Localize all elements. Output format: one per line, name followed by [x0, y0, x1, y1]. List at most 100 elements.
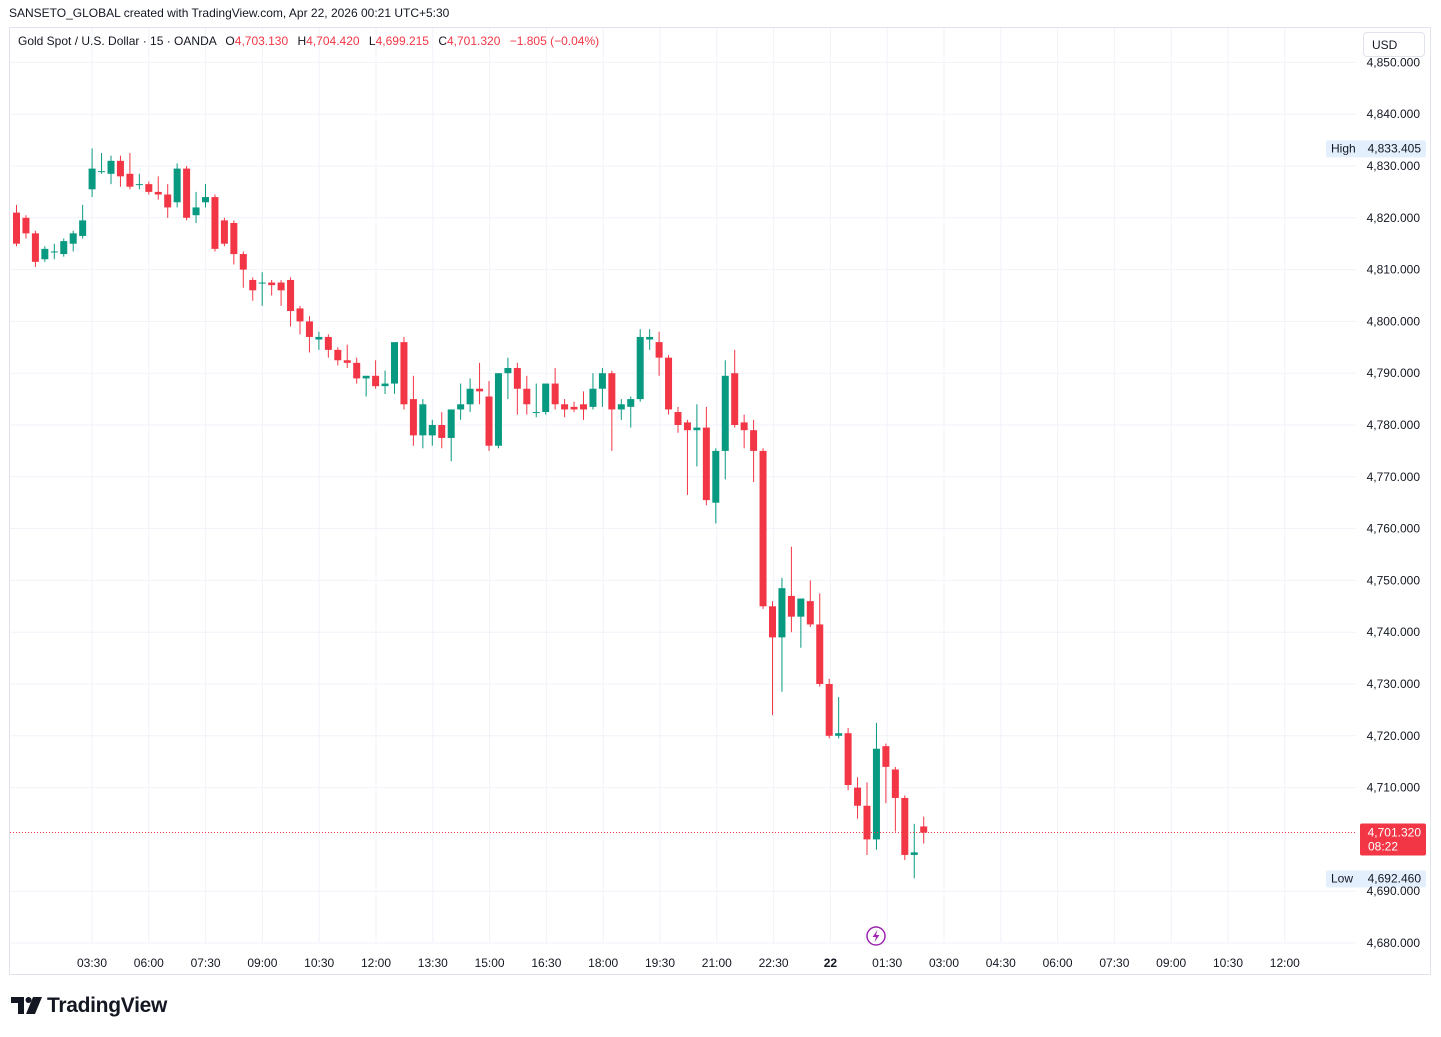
candle-body-up[interactable]: [589, 388, 597, 407]
candle-body-down[interactable]: [22, 217, 30, 234]
candle-body-up[interactable]: [542, 383, 550, 413]
candle-body-up[interactable]: [107, 160, 115, 174]
candle-body-down[interactable]: [476, 388, 484, 392]
candle-body-up[interactable]: [778, 588, 786, 638]
candle-body-down[interactable]: [268, 282, 276, 286]
candle-body-down[interactable]: [580, 404, 587, 410]
candle-body-down[interactable]: [485, 396, 493, 446]
candle-body-up[interactable]: [693, 427, 701, 431]
candle-body-up[interactable]: [627, 399, 635, 407]
candle-body-up[interactable]: [617, 404, 625, 410]
candle-body-down[interactable]: [655, 342, 663, 358]
candle-body-down[interactable]: [825, 684, 833, 736]
candle-body-up[interactable]: [457, 404, 465, 410]
currency-button[interactable]: USD: [1363, 32, 1425, 57]
candle-body-up[interactable]: [315, 336, 323, 340]
candle-body-up[interactable]: [428, 425, 436, 436]
candle-body-up[interactable]: [381, 383, 389, 387]
candle-body-down[interactable]: [305, 321, 313, 337]
candle-body-down[interactable]: [920, 826, 928, 833]
candle-body-down[interactable]: [287, 279, 295, 312]
candle-body-up[interactable]: [835, 733, 843, 736]
candle-body-down[interactable]: [126, 173, 134, 187]
candle-body-up[interactable]: [192, 207, 200, 216]
candle-body-down[interactable]: [882, 746, 890, 767]
candle-body-up[interactable]: [41, 248, 49, 260]
candle-body-up[interactable]: [135, 184, 143, 186]
candle-body-down[interactable]: [334, 349, 342, 361]
candle-body-up[interactable]: [872, 748, 880, 840]
candle-body-down[interactable]: [683, 422, 691, 431]
candle-body-down[interactable]: [353, 362, 361, 379]
chart-pane[interactable]: [9, 27, 1431, 975]
candle-body-up[interactable]: [69, 233, 77, 244]
candle-body-down[interactable]: [561, 404, 569, 410]
candle-body-down[interactable]: [13, 212, 20, 244]
candle-body-up[interactable]: [466, 388, 474, 405]
candle-body-down[interactable]: [154, 191, 162, 195]
candle-body-down[interactable]: [891, 769, 899, 798]
candle-body-up[interactable]: [173, 168, 181, 203]
candle-body-down[interactable]: [164, 194, 172, 208]
candle-body-down[interactable]: [409, 399, 417, 436]
candle-body-down[interactable]: [145, 184, 153, 192]
candle-body-down[interactable]: [523, 388, 531, 405]
candle-body-down[interactable]: [702, 427, 710, 501]
candle-body-down[interactable]: [816, 624, 824, 684]
candle-body-down[interactable]: [249, 279, 257, 291]
candle-body-down[interactable]: [665, 357, 673, 410]
candle-body-down[interactable]: [731, 373, 739, 425]
candle-body-up[interactable]: [50, 251, 58, 253]
candle-body-up[interactable]: [60, 241, 68, 255]
candle-body-down[interactable]: [806, 601, 814, 625]
candle-body-down[interactable]: [901, 797, 909, 855]
candle-body-down[interactable]: [551, 383, 559, 405]
candle-body-up[interactable]: [419, 404, 427, 436]
candle-body-up[interactable]: [797, 598, 805, 617]
candle-body-down[interactable]: [230, 222, 238, 255]
candle-body-down[interactable]: [608, 373, 616, 410]
candle-body-up[interactable]: [447, 409, 455, 438]
candle-body-up[interactable]: [504, 368, 512, 374]
candle-body-up[interactable]: [494, 373, 502, 446]
candle-body-up[interactable]: [646, 336, 654, 340]
candle-body-up[interactable]: [98, 171, 106, 173]
candle-body-down[interactable]: [750, 430, 758, 451]
candle-body-up[interactable]: [79, 220, 87, 236]
candle-body-up[interactable]: [258, 282, 266, 284]
candle-body-up[interactable]: [598, 373, 606, 389]
candle-body-down[interactable]: [787, 595, 795, 617]
candle-body-up[interactable]: [636, 336, 644, 400]
candle-body-down[interactable]: [570, 406, 578, 410]
tradingview-logo[interactable]: TradingView: [11, 994, 167, 1018]
candle-body-down[interactable]: [343, 360, 351, 363]
candle-body-down[interactable]: [400, 342, 408, 405]
candle-body-up[interactable]: [202, 197, 209, 203]
candle-body-down[interactable]: [296, 308, 304, 322]
candle-body-down[interactable]: [372, 375, 380, 387]
candle-body-up[interactable]: [721, 375, 729, 451]
candle-body-down[interactable]: [863, 805, 871, 840]
candle-body-down[interactable]: [31, 233, 39, 262]
candle-body-up[interactable]: [532, 412, 540, 414]
candle-body-up[interactable]: [88, 168, 96, 190]
candle-body-down[interactable]: [438, 425, 446, 438]
candle-body-down[interactable]: [183, 168, 191, 218]
candle-body-up[interactable]: [391, 342, 398, 384]
candle-body-up[interactable]: [362, 375, 370, 379]
candle-body-down[interactable]: [324, 336, 332, 350]
candle-body-down[interactable]: [854, 787, 862, 806]
lightning-icon[interactable]: [866, 926, 886, 946]
candle-body-down[interactable]: [769, 606, 776, 638]
candle-body-down[interactable]: [740, 422, 748, 431]
candle-body-down[interactable]: [513, 368, 521, 389]
candle-body-down[interactable]: [239, 254, 247, 270]
candle-body-up[interactable]: [712, 450, 720, 503]
candle-body-down[interactable]: [220, 220, 228, 244]
candle-body-down[interactable]: [759, 450, 767, 607]
candle-body-down[interactable]: [211, 197, 219, 249]
candle-body-down[interactable]: [674, 412, 682, 425]
candle-body-up[interactable]: [910, 852, 918, 855]
candle-body-down[interactable]: [116, 160, 124, 177]
